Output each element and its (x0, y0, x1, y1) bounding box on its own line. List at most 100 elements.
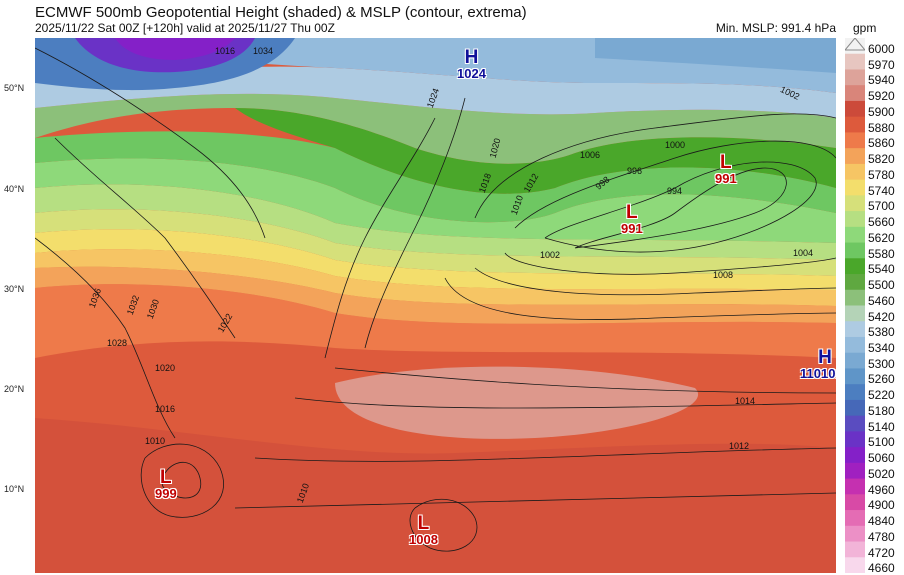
map-title: ECMWF 500mb Geopotential Height (shaded)… (35, 4, 527, 21)
pressure-value: 1101016 (800, 366, 836, 381)
colorbar-level-label: 6000 (868, 42, 895, 56)
colorbar-level-label: 4900 (868, 498, 895, 513)
valid-time: 2025/11/22 Sat 00Z [+120h] valid at 2025… (35, 21, 335, 35)
colorbar-level-label: 5860 (868, 136, 895, 151)
isobar-11 (234, 492, 836, 509)
colorbar-level-label: 5260 (868, 372, 895, 387)
band-5300 (595, 38, 836, 73)
colorbar-swatch (845, 557, 865, 573)
band-5460 (35, 93, 836, 164)
colorbar-level-label: 5580 (868, 246, 895, 261)
colorbar-level-label: 5140 (868, 419, 895, 434)
colorbar-swatch (845, 195, 865, 212)
colorbar-level-label: 5700 (868, 199, 895, 214)
contour-label: 994 (667, 186, 683, 196)
high-pressure-center: H 1024 (457, 48, 486, 80)
low-pressure-center: L 991 (621, 203, 643, 235)
low-icon: L (720, 152, 732, 173)
colorbar-swatch (845, 321, 865, 338)
colorbar-level-label: 5420 (868, 309, 895, 324)
colorbar-swatch (845, 100, 865, 118)
isobar-12 (35, 47, 266, 239)
high-pressure-center: H 1101016 (800, 348, 836, 380)
colorbar-swatch (845, 478, 865, 495)
isobar-13 (54, 137, 236, 339)
colorbar-level-label: 4780 (868, 529, 895, 544)
colorbar-swatch (845, 226, 865, 244)
band-5940 (335, 366, 699, 439)
colorbar-swatch (845, 525, 865, 543)
colorbar-swatch (845, 510, 865, 527)
isobar-15 (324, 117, 436, 359)
colorbar-swatch (845, 447, 865, 464)
contour-label: 1016 (215, 46, 236, 56)
colorbar-swatch (845, 179, 865, 196)
contour-label: 1020 (155, 363, 176, 373)
colorbar-swatch (845, 85, 865, 102)
lat-label-30: 30°N (4, 284, 25, 294)
contour-label: 1004 (793, 248, 814, 258)
colorbar-swatch (845, 415, 865, 432)
isobar-17 (161, 461, 202, 499)
colorbar-swatch (845, 352, 865, 369)
low-icon: L (160, 467, 172, 488)
contour-label: 1016 (155, 404, 176, 414)
colorbar-level-label: 5880 (868, 120, 895, 135)
colorbar-swatch (845, 399, 865, 417)
colorbar-level-label: 5380 (868, 325, 895, 340)
colorbar-level-label: 5920 (868, 89, 895, 104)
contour-label: 1008 (713, 270, 734, 280)
band-5380 (35, 66, 836, 118)
contour-label: 1010 (145, 436, 166, 446)
colorbar-swatch (845, 163, 865, 181)
colorbar-level-label: 5300 (868, 356, 895, 371)
colorbar-swatch (845, 69, 865, 86)
low-icon: L (626, 202, 638, 223)
contour-label: 1034 (253, 46, 274, 56)
isobar-19 (409, 499, 478, 552)
colorbar-level-label: 5500 (868, 278, 895, 293)
band-5660 (35, 209, 836, 276)
high-icon: H (464, 47, 479, 68)
band-5900 (35, 418, 836, 573)
colorbar-swatch (845, 541, 865, 558)
colorbar-level-label: 5820 (868, 152, 895, 167)
colorbar-unit: gpm (853, 21, 877, 35)
pressure-value: 1008 (409, 532, 438, 547)
height-field (35, 38, 836, 573)
pressure-value: 999 (155, 486, 177, 501)
isobar-4 (504, 252, 836, 275)
colorbar-swatch (845, 211, 865, 228)
low-pressure-center: L 999 (155, 468, 177, 500)
isobar-2 (544, 161, 817, 253)
band-5780 (35, 266, 836, 324)
band-5820 (35, 284, 836, 358)
colorbar-swatch (845, 274, 865, 291)
high-icon: H (818, 347, 832, 368)
min-mslp-label: Min. MSLP: 991.4 hPa (715, 21, 836, 35)
pressure-value: 1024 (457, 66, 486, 81)
isobar-16 (364, 97, 466, 349)
colorbar-swatch (845, 289, 865, 306)
band-5580 (35, 158, 836, 243)
colorbar (845, 38, 865, 573)
colorbar-swatch (845, 305, 865, 322)
isobar-6 (474, 267, 836, 296)
band-5620 (35, 184, 836, 260)
colorbar-level-label: 5970 (868, 57, 895, 72)
colorbar-swatch (845, 462, 865, 480)
contour-label: 1012 (729, 441, 750, 451)
colorbar-swatch (845, 494, 865, 511)
band-5060 (115, 38, 235, 60)
colorbar-level-label: 5540 (868, 262, 895, 277)
contour-label: 1000 (665, 140, 686, 150)
colorbar-level-label: 4840 (868, 514, 895, 529)
lat-label-40: 40°N (4, 184, 25, 194)
isobar-10 (254, 447, 836, 462)
colorbar-level-label: 5220 (868, 388, 895, 403)
colorbar-level-label: 5460 (868, 293, 895, 308)
colorbar-level-label: 5020 (868, 466, 895, 481)
lat-label-50: 50°N (4, 83, 25, 93)
colorbar-swatch (845, 116, 865, 133)
band-5500 (235, 108, 836, 194)
